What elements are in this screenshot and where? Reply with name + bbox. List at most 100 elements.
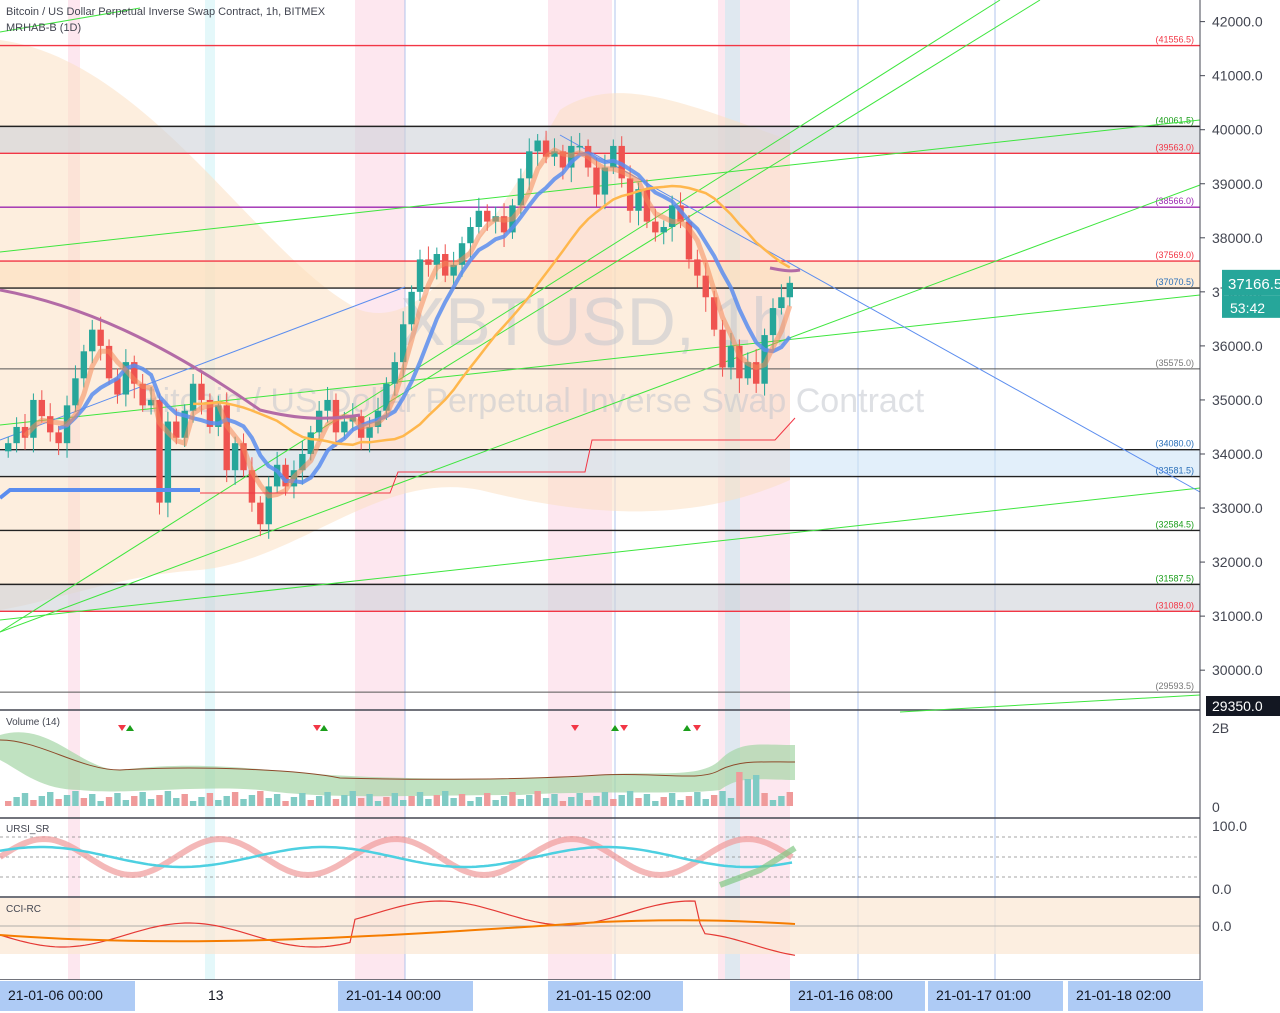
signal-triangle — [118, 725, 126, 731]
level-label: (31089.0) — [1155, 600, 1194, 610]
candle-body — [635, 189, 642, 211]
volume-bar — [736, 772, 743, 806]
volume-bar — [273, 794, 281, 806]
volume-bar — [80, 798, 88, 806]
candle-body — [265, 486, 272, 525]
candle-body — [710, 297, 718, 330]
candle-body — [458, 243, 466, 265]
volume-pane[interactable] — [0, 725, 796, 806]
candle-body — [324, 399, 331, 411]
signal-triangle — [620, 725, 628, 731]
candle-body — [391, 362, 398, 384]
candle-body — [173, 421, 180, 438]
candle-body — [408, 291, 415, 325]
signal-triangle — [313, 725, 321, 731]
main-price-pane[interactable]: (41556.5) (40061.5) (39563.0) (38566.0) (375… — [0, 0, 1201, 713]
volume-bar — [248, 795, 256, 806]
volume-bar — [47, 792, 54, 806]
volume-bar — [30, 800, 37, 806]
candle-body — [72, 378, 79, 406]
volume-bar — [408, 796, 415, 806]
cci-average — [0, 919, 796, 943]
candle-body — [769, 308, 777, 336]
candle-body — [416, 259, 424, 292]
trend-line-blue — [559, 134, 1201, 493]
trend-line-green — [899, 694, 1201, 713]
volume-bar — [189, 801, 197, 806]
candle-body — [601, 167, 609, 195]
candle-body — [13, 426, 20, 444]
time-label: 13 — [208, 987, 224, 1003]
candle-body — [534, 140, 541, 152]
volume-bar — [55, 799, 62, 806]
volume-ma — [0, 739, 796, 780]
volume-bar — [500, 796, 508, 806]
volume-bar — [727, 798, 735, 806]
trailing-stop-line — [200, 417, 796, 494]
volume-bar — [517, 799, 525, 806]
level-label: (37569.0) — [1155, 250, 1194, 260]
candle-body — [156, 399, 163, 503]
price-tick-label: 41000.0 — [1212, 68, 1263, 84]
volume-bar — [601, 792, 609, 806]
volume-tick-label: 2B — [1212, 720, 1229, 736]
candle-body — [559, 151, 567, 168]
cci-pane[interactable] — [0, 898, 1200, 956]
volume-bar — [181, 794, 188, 806]
low-marker-badge — [1206, 696, 1280, 716]
volume-bar — [240, 799, 247, 806]
signal-triangle — [126, 725, 134, 731]
candle-body — [181, 410, 188, 438]
candle-body — [97, 329, 104, 346]
volume-bar — [484, 793, 491, 806]
volume-bar — [425, 799, 432, 806]
price-zone — [0, 126, 1200, 154]
volume-bar — [72, 791, 79, 806]
low-marker-text: 29350.0 — [1212, 698, 1263, 714]
candle-body — [315, 410, 323, 433]
price-tick-label: 40000.0 — [1212, 122, 1263, 138]
volume-bar — [433, 795, 441, 806]
volume-bar — [744, 779, 751, 806]
signal-triangle — [693, 725, 701, 731]
candle-body — [240, 443, 247, 471]
volume-bar — [105, 797, 113, 806]
candle-body — [736, 345, 743, 379]
candle-body — [526, 151, 533, 179]
candle-body — [551, 151, 558, 157]
volume-bar — [458, 794, 466, 806]
volume-bar — [761, 793, 768, 806]
volume-bar — [38, 796, 46, 806]
volume-bar — [156, 795, 163, 806]
candle-body — [114, 378, 121, 395]
trend-line-green — [0, 119, 1201, 253]
trend-line-green — [359, 0, 1041, 421]
time-label-highlight — [338, 981, 473, 1011]
level-label: (33581.5) — [1155, 466, 1194, 476]
candle-body — [484, 210, 491, 222]
time-label-highlight — [548, 981, 683, 1011]
volume-bar — [299, 793, 306, 806]
time-label: 21-01-14 00:00 — [346, 987, 441, 1003]
volume-bar — [635, 798, 642, 806]
countdown-badge — [1222, 295, 1280, 318]
volume-bar — [719, 791, 726, 806]
volume-bar — [778, 796, 785, 806]
volume-bar — [122, 800, 130, 806]
volume-bar — [534, 791, 541, 806]
volume-bar — [307, 800, 314, 806]
candle-body — [685, 221, 693, 260]
price-axis[interactable]: 42000.041000.040000.039000.038000.037000… — [1199, 0, 1280, 980]
candle-body — [752, 362, 760, 384]
volume-bar — [710, 795, 718, 806]
price-tick-label: 39000.0 — [1212, 176, 1263, 192]
level-label: (38566.0) — [1155, 196, 1194, 206]
time-axis[interactable]: 21-01-06 00:00 13 21-01-14 00:00 21-01-15 0… — [0, 980, 1280, 1013]
volume-bar — [786, 792, 793, 806]
candle-body — [299, 453, 306, 471]
candle-body — [231, 443, 239, 471]
volume-bar — [349, 791, 356, 806]
volume-bar — [509, 792, 516, 806]
candle-body — [198, 383, 205, 400]
rsi-pane[interactable] — [0, 835, 1200, 888]
